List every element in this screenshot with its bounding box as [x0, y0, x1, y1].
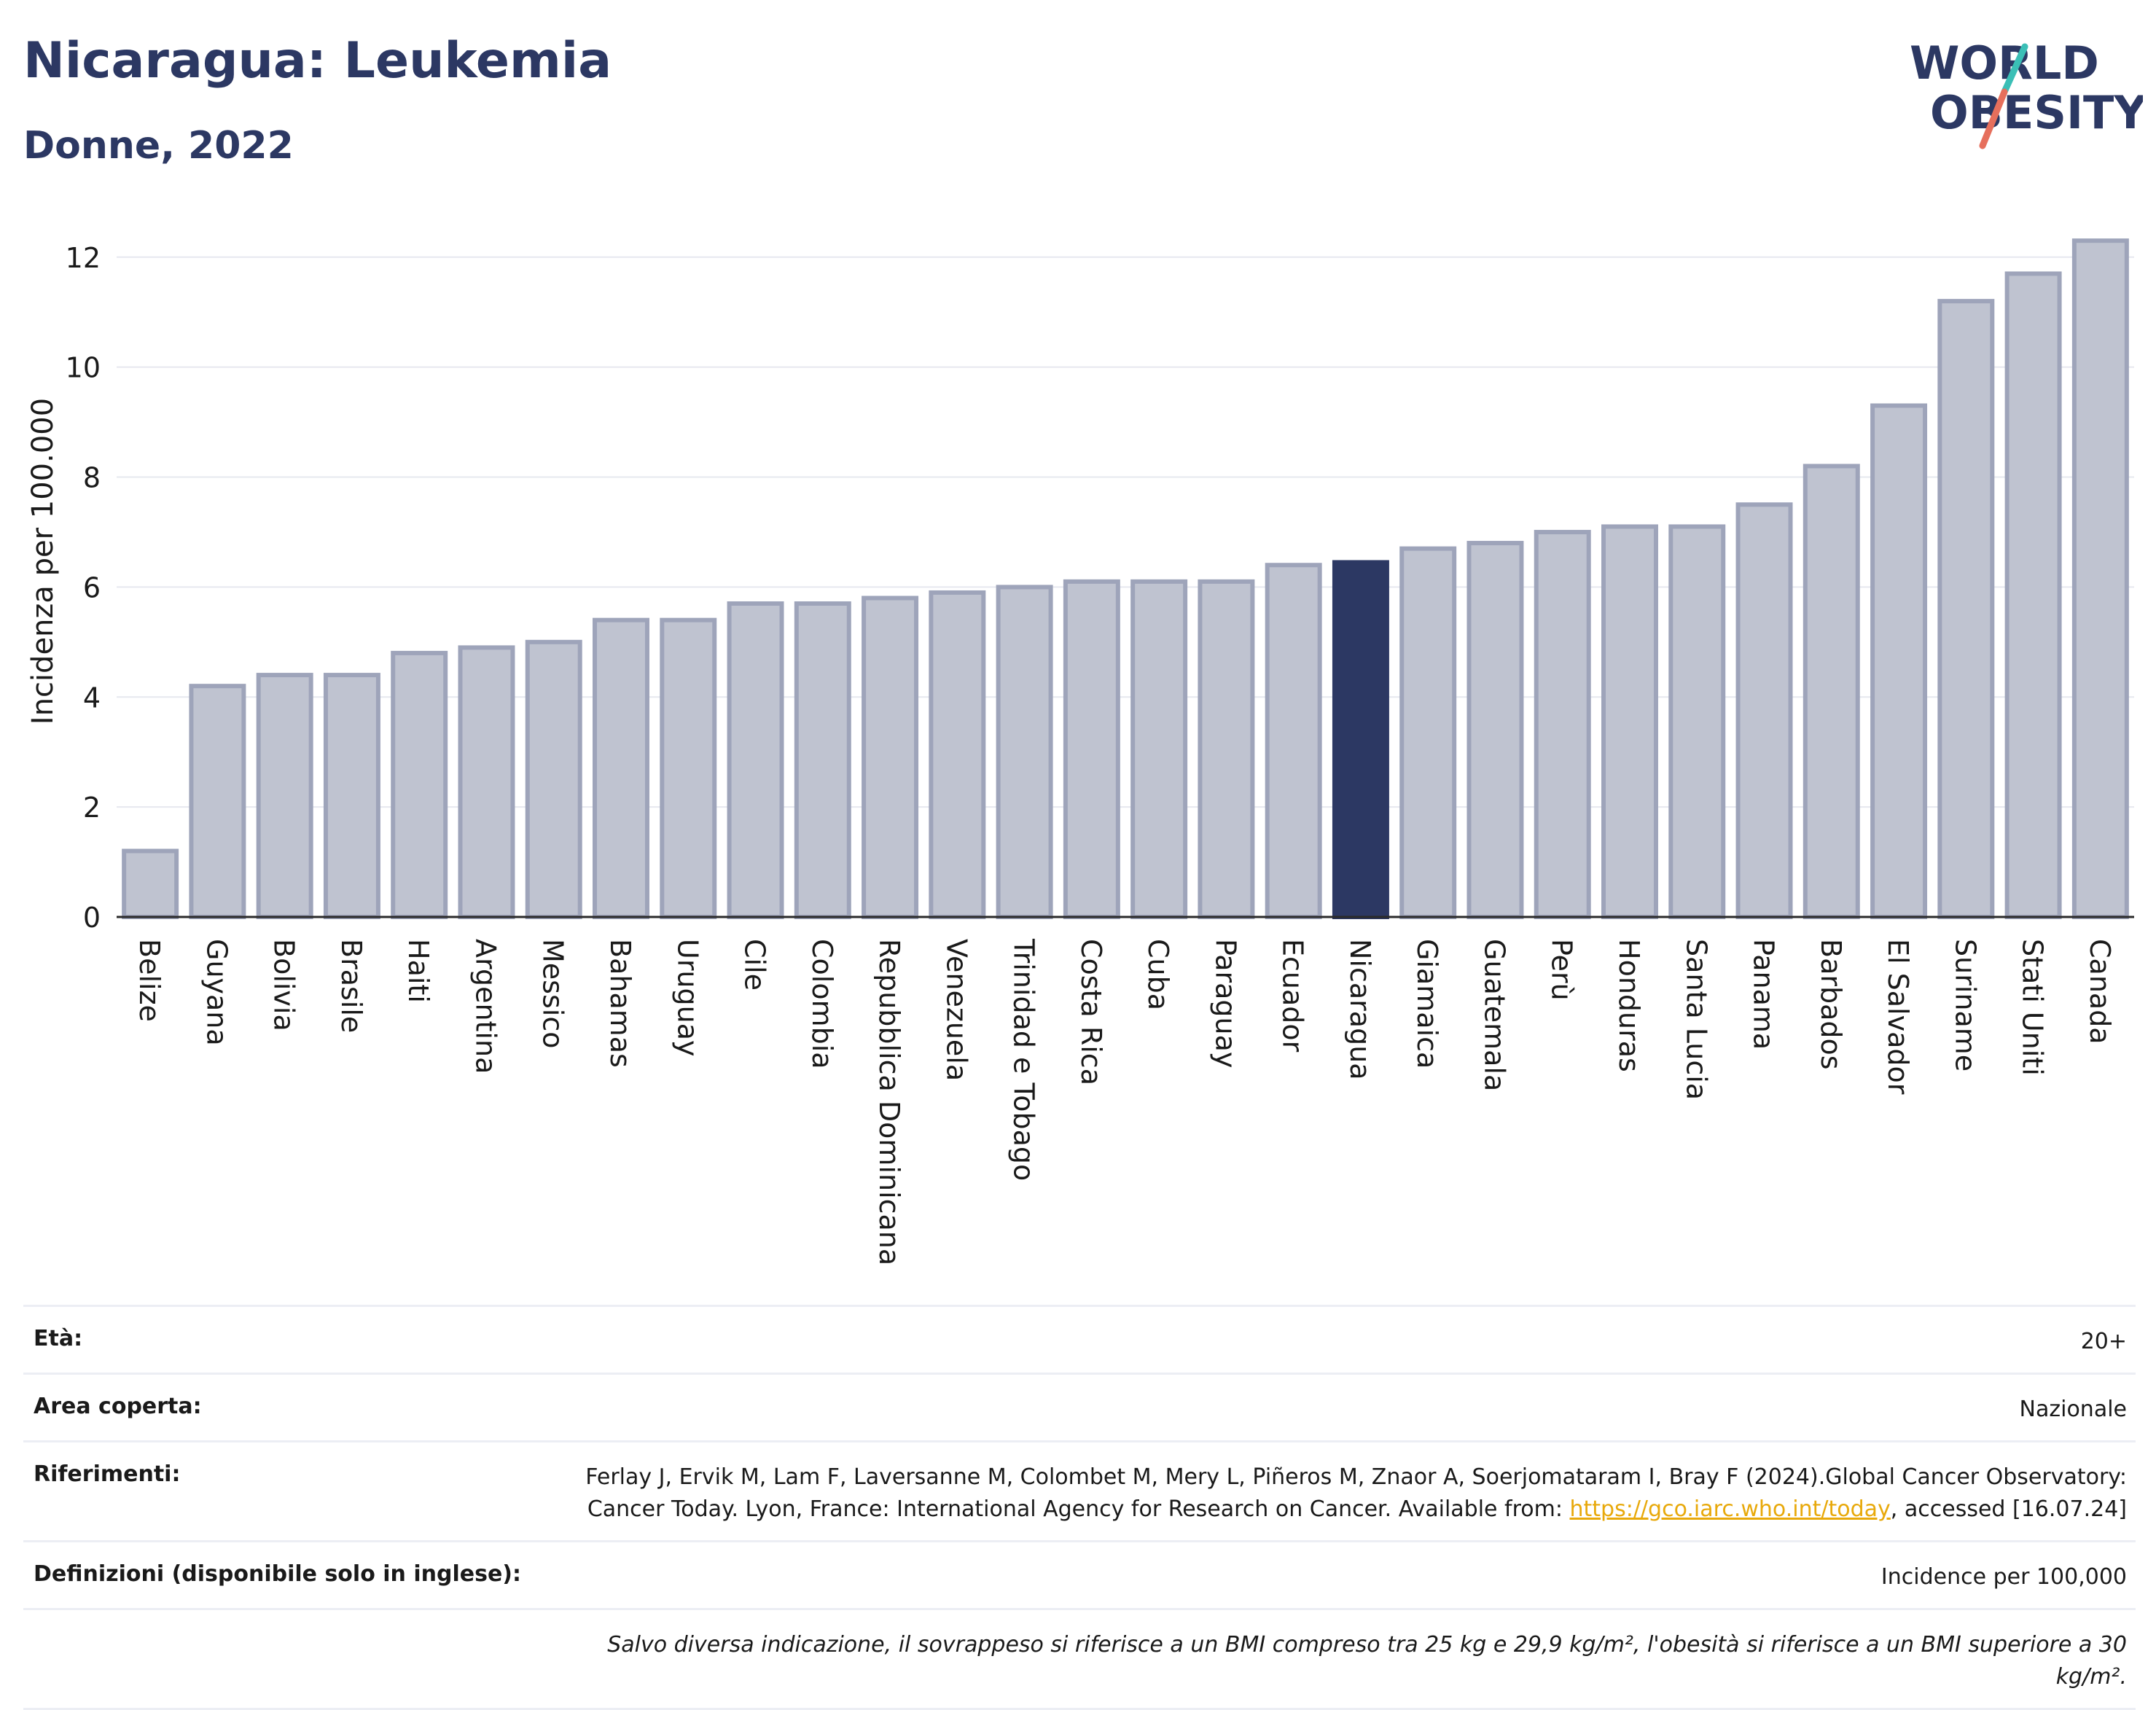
x-tick-label: Venezuela	[940, 939, 972, 1081]
info-row-area: Area coperta: Nazionale	[23, 1373, 2136, 1440]
bar-cile	[727, 601, 784, 919]
x-tick-label: Haiti	[402, 939, 434, 1003]
y-tick-label: 8	[83, 462, 101, 494]
bar-stati-uniti	[2004, 271, 2062, 920]
x-tick-label: Argentina	[469, 939, 501, 1074]
bar-chart: 0 2 4 6 8 10 12 Belize Guyana Bolivia Brasile Hait…	[26, 238, 2134, 1265]
y-tick-label: 12	[66, 242, 101, 274]
x-tick-label: Guyana	[200, 939, 233, 1046]
x-tick-label: Guatemala	[1478, 939, 1510, 1091]
x-tick-label: Barbados	[1815, 939, 1847, 1070]
bar-argentina	[458, 645, 515, 919]
x-tick-label: Brasile	[335, 939, 367, 1033]
page-subtitle: Donne, 2022	[23, 124, 294, 168]
area-value: Nazionale	[2019, 1397, 2127, 1422]
x-tick-label: Nicaragua	[1344, 939, 1376, 1080]
bar-bolivia	[256, 673, 313, 919]
bar-santa-lucia	[1668, 524, 1726, 919]
x-tick-label: Colombia	[806, 939, 838, 1069]
bar-venezuela	[929, 590, 986, 919]
bar-repubblica-dominicana	[862, 596, 919, 919]
references-text: Ferlay J, Ervik M, Lam F, Laversanne M, …	[585, 1464, 2127, 1522]
bar-belize	[122, 848, 179, 920]
bar-paraguay	[1198, 579, 1255, 919]
bar-nicaragua	[1332, 560, 1389, 919]
references-label: Riferimenti:	[34, 1461, 181, 1487]
info-row-definitions: Definizioni (disponibile solo in inglese…	[23, 1540, 2136, 1608]
bar-costa-rica	[1063, 579, 1120, 919]
x-tick-label: Stati Uniti	[2017, 939, 2049, 1076]
info-row-note: Salvo diversa indicazione, il sovrappeso…	[23, 1608, 2136, 1710]
page-title: Nicaragua: Leukemia	[23, 32, 612, 90]
x-tick-label: Ecuador	[1277, 939, 1309, 1053]
y-tick-label: 0	[83, 902, 101, 934]
age-label: Età:	[34, 1326, 83, 1351]
info-row-age: Età: 20+	[23, 1305, 2136, 1373]
bar-honduras	[1601, 524, 1658, 919]
references-link[interactable]: https://gco.iarc.who.int/today	[1569, 1496, 1891, 1522]
bar-colombia	[794, 601, 851, 919]
x-tick-label: Bolivia	[268, 939, 300, 1031]
bar-cuba	[1130, 579, 1188, 919]
x-tick-label: Bahamas	[604, 939, 636, 1068]
bar-uruguay	[660, 617, 717, 920]
age-value: 20+	[2080, 1329, 2127, 1354]
x-tick-label: Belize	[133, 939, 165, 1022]
logo-slash-coral	[1979, 88, 2008, 149]
y-tick-label: 10	[66, 352, 101, 384]
y-tick-label: 2	[83, 792, 101, 824]
bar-guyana	[189, 684, 246, 919]
x-tick-label: Cuba	[1142, 939, 1174, 1010]
bar-canada	[2071, 238, 2129, 919]
x-tick-label: Messico	[537, 939, 569, 1048]
info-row-references: Riferimenti: Ferlay J, Ervik M, Lam F, L…	[23, 1440, 2136, 1540]
info-table: Età: 20+ Area coperta: Nazionale Riferim…	[23, 1305, 2136, 1710]
x-tick-label: Trinidad e Tobago	[1008, 938, 1040, 1181]
x-tick-label: El Salvador	[1882, 939, 1914, 1095]
y-axis-label: Incidenza per 100.000	[26, 398, 60, 725]
bar-bahamas	[593, 617, 649, 920]
bar-ecuador	[1265, 563, 1322, 919]
bar-messico	[525, 639, 582, 919]
area-label: Area coperta:	[34, 1394, 202, 1419]
bar-barbados	[1802, 464, 1860, 919]
bar-giamaica	[1399, 546, 1457, 920]
bar-el-salvador	[1870, 403, 1928, 919]
bar-guatemala	[1466, 541, 1524, 919]
y-tick-label: 4	[83, 682, 101, 714]
bar-panama	[1735, 502, 1793, 919]
x-tick-label: Honduras	[1613, 939, 1645, 1072]
world-obesity-logo: WORLD OBESITY	[1910, 36, 2143, 149]
x-tick-label: Repubblica Dominicana	[873, 939, 905, 1265]
x-tick-label: Suriname	[1949, 939, 1981, 1071]
references-value: Ferlay J, Ervik M, Lam F, Laversanne M, …	[560, 1461, 2127, 1526]
x-tick-label: Paraguay	[1209, 939, 1241, 1068]
x-tick-label: Cile	[739, 939, 771, 991]
bar-brasile	[323, 673, 380, 919]
bar-perù	[1534, 529, 1591, 919]
definitions-label: Definizioni (disponibile solo in inglese…	[34, 1561, 521, 1587]
x-tick-label: Santa Lucia	[1680, 939, 1712, 1100]
bar-trinidad-e-tobago	[996, 585, 1053, 919]
bar-suriname	[1937, 299, 1995, 919]
logo-line-2: OBESITY	[1930, 86, 2143, 139]
references-accessed: , accessed [16.07.24]	[1890, 1496, 2127, 1522]
logo-slash-teal	[2001, 43, 2028, 95]
bar-haiti	[391, 650, 448, 919]
x-tick-label: Panama	[1748, 939, 1780, 1050]
x-tick-label: Perù	[1546, 939, 1578, 1001]
definitions-value: Incidence per 100,000	[1880, 1564, 2127, 1590]
x-tick-label: Uruguay	[671, 939, 703, 1057]
y-tick-label: 6	[83, 571, 101, 604]
x-tick-label: Giamaica	[1411, 939, 1443, 1069]
logo-line-1: WORLD	[1910, 36, 2099, 90]
footnote: Salvo diversa indicazione, il sovrappeso…	[607, 1632, 2127, 1690]
x-tick-label: Costa Rica	[1075, 939, 1107, 1085]
x-tick-label: Canada	[2084, 939, 2116, 1045]
